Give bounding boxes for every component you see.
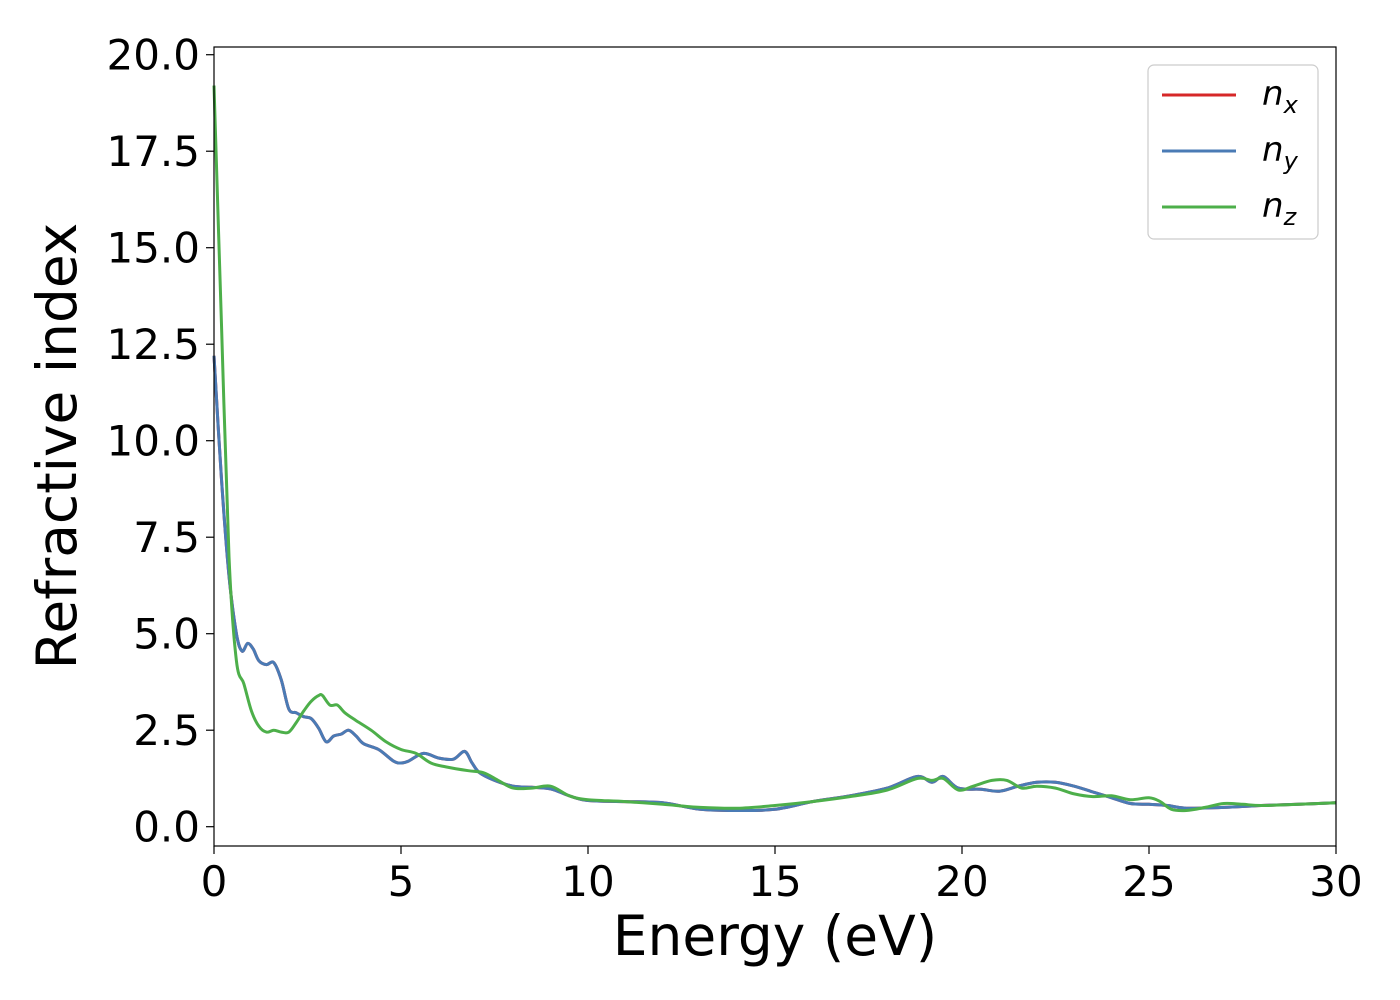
y-axis-ticks: 0.0 2.5 5.0 7.5 10.0 12.5 15.0 17.5 20.0 — [106, 31, 214, 852]
series-line-nz — [212, 85, 1337, 813]
y-tick-label: 10.0 — [106, 417, 200, 466]
y-tick-label: 7.5 — [133, 513, 200, 562]
x-tick-label: 0 — [201, 857, 228, 906]
x-axis-ticks: 0 5 10 15 20 25 30 — [201, 846, 1363, 906]
y-tick-label: 5.0 — [133, 610, 200, 659]
x-axis-label: Energy (eV) — [613, 904, 937, 968]
y-axis-label: Refractive index — [25, 223, 89, 670]
x-tick-label: 25 — [1122, 857, 1175, 906]
x-tick-label: 5 — [388, 857, 415, 906]
x-tick-label: 30 — [1309, 857, 1362, 906]
y-tick-label: 12.5 — [106, 320, 200, 369]
x-tick-label: 10 — [561, 857, 614, 906]
y-tick-label: 17.5 — [106, 127, 200, 176]
x-tick-label: 20 — [935, 857, 988, 906]
series-layer — [212, 85, 1337, 813]
legend-label-ny: ny — [1262, 130, 1299, 175]
y-tick-label: 0.0 — [133, 803, 200, 852]
x-tick-label: 15 — [748, 857, 801, 906]
y-tick-label: 2.5 — [133, 706, 200, 755]
y-tick-label: 20.0 — [106, 31, 200, 80]
y-tick-label: 15.0 — [106, 224, 200, 273]
